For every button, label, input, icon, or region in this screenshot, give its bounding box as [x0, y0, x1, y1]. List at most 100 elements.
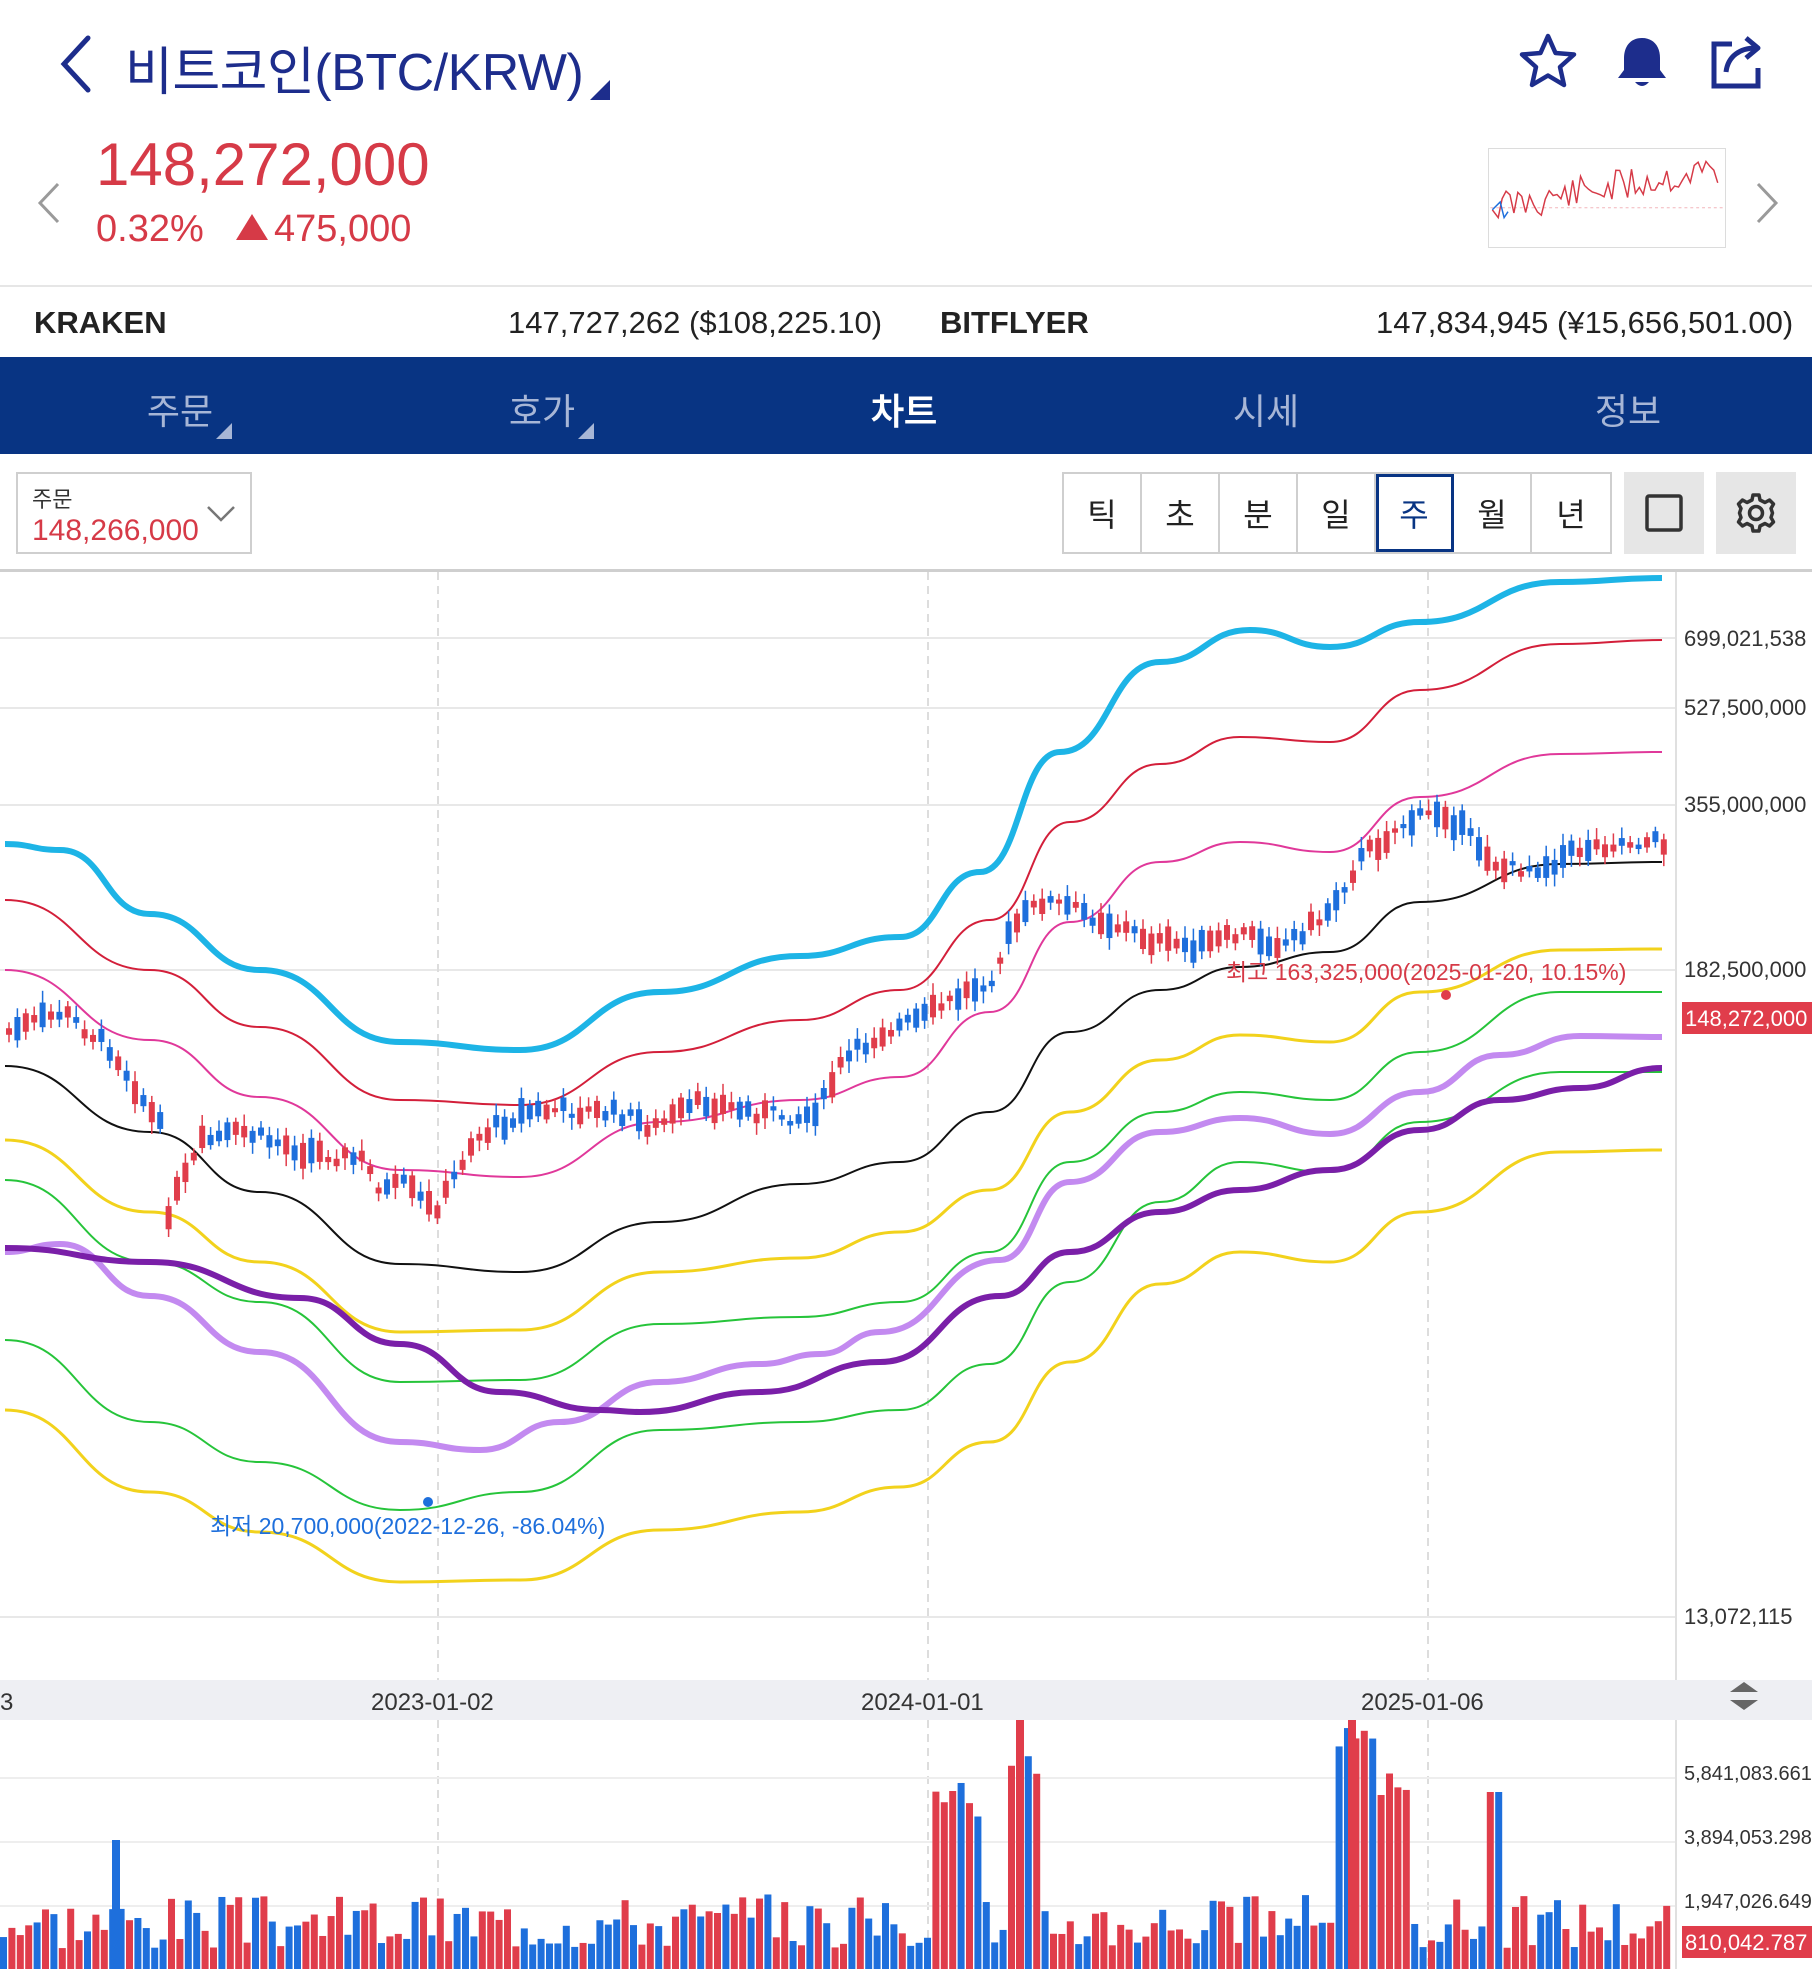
candle	[913, 1008, 920, 1028]
resize-handle-icon[interactable]	[1730, 1682, 1758, 1710]
candle	[762, 1100, 768, 1119]
candle	[526, 1105, 533, 1120]
volume-bar	[92, 1914, 100, 1969]
candle	[510, 1118, 516, 1128]
bell-icon[interactable]	[1610, 30, 1674, 94]
volume-bar	[924, 1937, 931, 1969]
candle	[568, 1113, 575, 1118]
candle	[1148, 933, 1155, 956]
timeframe-year[interactable]: 년	[1532, 474, 1610, 552]
volume-bar	[1041, 1911, 1049, 1969]
price-chart[interactable]: 699,021,538 527,500,000 355,000,000 182,…	[0, 572, 1812, 1969]
volume-bar	[982, 1902, 990, 1969]
volume-bar	[1512, 1906, 1519, 1969]
next-coin-chevron-icon[interactable]	[1752, 178, 1782, 228]
header: 비트코인(BTC/KRW)	[0, 0, 1812, 130]
volume-bar	[1495, 1792, 1503, 1969]
candle	[1543, 856, 1550, 878]
volume-bar	[277, 1946, 285, 1969]
tab-orderbook[interactable]: 호가	[508, 392, 576, 433]
volume-bar	[100, 1929, 108, 1969]
volume-bar	[646, 1923, 654, 1969]
indicator-line	[4, 575, 1663, 1054]
candle	[106, 1047, 113, 1061]
fullscreen-button[interactable]	[1624, 472, 1704, 554]
volume-bar	[1663, 1905, 1671, 1969]
volume-bar	[226, 1904, 234, 1969]
volume-bar	[630, 1925, 637, 1969]
candle	[636, 1109, 642, 1132]
tab-order[interactable]: 주문	[146, 392, 214, 433]
page-title[interactable]: 비트코인(BTC/KRW)	[125, 44, 584, 102]
volume-bar	[814, 1908, 822, 1969]
volume-bar	[789, 1940, 797, 1969]
candle	[1324, 903, 1331, 921]
volume-bar	[462, 1907, 469, 1969]
volume-bar	[1470, 1938, 1477, 1969]
chart-settings-button[interactable]	[1716, 472, 1796, 554]
candle	[216, 1130, 222, 1142]
candle	[392, 1173, 399, 1188]
timeframe-tick[interactable]: 틱	[1064, 474, 1142, 552]
volume-bar	[1621, 1944, 1629, 1969]
volume-bar	[1293, 1925, 1301, 1969]
square-icon	[1645, 494, 1683, 532]
candle	[308, 1137, 315, 1164]
x-axis-label: 2024-01-01	[861, 1689, 984, 1716]
exchange-value-bitflyer: 147,834,945 (¥15,656,501.00)	[1376, 305, 1794, 340]
volume-bar	[890, 1924, 898, 1969]
timeframe-day[interactable]: 일	[1298, 474, 1376, 552]
volume-bar	[193, 1912, 201, 1969]
volume-bar	[319, 1935, 327, 1969]
candle	[619, 1114, 626, 1127]
share-icon[interactable]	[1706, 30, 1770, 94]
candle	[224, 1122, 231, 1141]
timeframe-month[interactable]: 월	[1454, 474, 1532, 552]
volume-bar	[470, 1936, 478, 1969]
volume-bar	[478, 1911, 486, 1969]
tab-chart[interactable]: 차트	[870, 392, 938, 433]
candle	[921, 1003, 928, 1021]
x-axis-label: 2025-01-06	[1361, 1689, 1484, 1716]
volume-bar	[730, 1913, 738, 1969]
indicator-line	[4, 947, 1663, 1334]
candle	[1618, 838, 1625, 846]
title-dropdown-icon[interactable]	[590, 80, 610, 100]
volume-bar	[722, 1904, 730, 1969]
volume-bar	[1016, 1718, 1024, 1969]
volume-bar	[25, 1925, 33, 1969]
candle	[6, 1028, 12, 1035]
order-select-label: 주문	[32, 488, 73, 513]
candlestick-chart-svg[interactable]: 699,021,538 527,500,000 355,000,000 182,…	[0, 572, 1812, 1969]
volume-bar	[1058, 1933, 1066, 1969]
candle	[98, 1028, 105, 1042]
candle	[1014, 913, 1020, 933]
tab-info[interactable]: 정보	[1594, 392, 1662, 433]
candle	[1383, 831, 1390, 853]
order-type-select[interactable]: 주문 148,266,000	[16, 472, 252, 554]
candle	[1047, 896, 1054, 903]
timeframe-second[interactable]: 초	[1142, 474, 1220, 552]
volume-bar	[865, 1918, 873, 1969]
volume-bar	[579, 1942, 587, 1969]
candle	[1593, 839, 1600, 850]
candle	[1224, 925, 1230, 940]
candle	[997, 957, 1004, 964]
volume-bar	[932, 1791, 940, 1969]
volume-bar	[512, 1946, 520, 1969]
indicator-line	[4, 861, 1663, 1274]
back-chevron-icon[interactable]	[52, 32, 102, 96]
current-price-tag	[1682, 1002, 1812, 1034]
volume-bar	[604, 1924, 612, 1969]
volume-bar	[252, 1897, 259, 1969]
volume-bar	[243, 1942, 251, 1969]
prev-coin-chevron-icon[interactable]	[34, 178, 64, 228]
candle	[476, 1133, 483, 1141]
candle	[560, 1097, 567, 1112]
timeframe-week[interactable]: 주	[1376, 474, 1454, 552]
timeframe-minute[interactable]: 분	[1220, 474, 1298, 552]
volume-bar	[1285, 1918, 1293, 1969]
star-icon[interactable]	[1516, 30, 1580, 94]
tab-market[interactable]: 시세	[1232, 392, 1300, 433]
candle	[1072, 901, 1079, 908]
